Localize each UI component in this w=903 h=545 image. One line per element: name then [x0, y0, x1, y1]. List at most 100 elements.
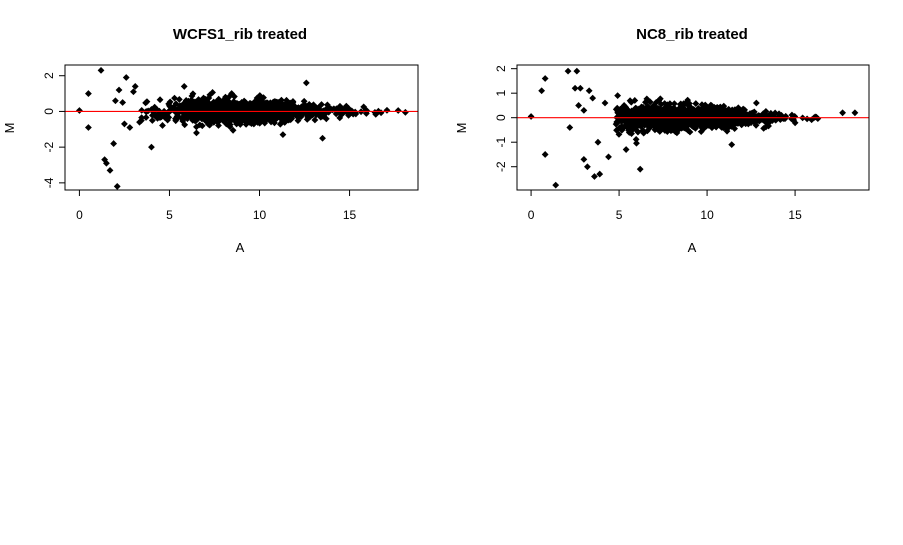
data-point: [767, 109, 775, 117]
data-point: [126, 124, 134, 131]
data-point: [215, 122, 222, 129]
data-point: [172, 100, 180, 108]
data-point: [323, 101, 331, 109]
data-point: [683, 99, 691, 106]
data-point: [314, 104, 322, 112]
data-point: [188, 97, 196, 105]
data-point: [394, 107, 402, 114]
data-point: [622, 146, 630, 153]
data-point: [618, 126, 626, 134]
data-point: [637, 122, 645, 130]
data-point: [341, 106, 348, 114]
data-point: [791, 119, 799, 127]
data-point: [113, 183, 121, 190]
data-point: [705, 105, 713, 113]
data-point: [778, 111, 785, 119]
y-tick-label: 2: [42, 72, 56, 79]
data-point: [660, 122, 668, 129]
data-point: [189, 116, 197, 124]
plot-frame: [64, 64, 419, 191]
data-point: [625, 129, 633, 136]
data-point: [204, 120, 212, 128]
data-point: [137, 117, 145, 124]
data-point: [770, 115, 778, 123]
data-point: [697, 123, 705, 131]
data-point: [225, 112, 232, 120]
data-point: [661, 117, 668, 125]
data-point: [788, 111, 796, 119]
data-point: [723, 112, 731, 120]
data-point: [771, 109, 779, 117]
data-point: [274, 99, 282, 106]
data-point: [541, 75, 549, 82]
data-point: [230, 111, 238, 119]
data-point: [318, 101, 325, 108]
data-point: [686, 111, 694, 119]
data-point: [278, 119, 286, 126]
data-point: [193, 129, 200, 137]
data-point: [190, 98, 198, 106]
y-tick-label: 0: [42, 108, 56, 115]
data-point: [300, 97, 308, 105]
y-tick-label: 1: [494, 90, 508, 97]
x-tick-label: 5: [616, 208, 623, 222]
data-point: [136, 118, 143, 126]
data-point: [283, 96, 290, 104]
data-point: [181, 121, 189, 129]
data-point: [717, 122, 725, 130]
data-point: [657, 100, 665, 108]
y-axis: -2 -1 0 1 2: [494, 65, 518, 172]
data-point: [839, 109, 846, 117]
data-point: [183, 106, 191, 114]
data-point: [302, 79, 310, 87]
data-point: [198, 100, 206, 108]
x-axis: 0 5 10 15: [76, 189, 357, 222]
data-point: [85, 90, 92, 97]
data-point: [189, 90, 197, 98]
y-axis: -4 -2 0 2: [42, 72, 66, 188]
data-point: [737, 111, 745, 119]
data-point: [279, 107, 287, 114]
data-point: [591, 173, 598, 180]
chart-title: WCFS1_rib treated: [173, 26, 307, 43]
data-point: [97, 66, 105, 74]
data-point: [737, 119, 745, 127]
x-tick-label: 5: [166, 208, 173, 222]
data-point: [308, 108, 316, 116]
data-point: [76, 107, 83, 114]
data-point: [265, 111, 273, 119]
data-point: [223, 104, 230, 112]
data-point: [193, 123, 200, 131]
data-point: [230, 101, 237, 109]
y-tick-label: -2: [494, 161, 508, 172]
data-point: [217, 99, 225, 107]
data-point: [594, 138, 602, 146]
plot-frame: [516, 64, 870, 191]
data-point: [765, 119, 773, 127]
data-point: [673, 126, 680, 134]
data-point: [640, 129, 648, 137]
data-point: [371, 108, 379, 116]
data-point: [851, 109, 859, 117]
data-point: [156, 96, 164, 104]
data-point: [601, 99, 609, 107]
data-point: [401, 108, 409, 116]
x-tick-label: 10: [700, 208, 714, 222]
data-point: [762, 118, 770, 126]
data-point: [284, 108, 292, 116]
data-point: [571, 84, 579, 92]
data-point: [762, 123, 770, 131]
data-point: [258, 99, 265, 107]
data-point: [651, 126, 659, 134]
data-point: [552, 181, 560, 189]
data-point: [185, 97, 192, 105]
data-point: [585, 87, 593, 95]
data-point: [226, 93, 233, 100]
data-points: [527, 67, 859, 189]
data-point: [209, 89, 216, 96]
data-point: [153, 106, 161, 114]
data-point: [580, 155, 588, 163]
data-point: [244, 112, 252, 120]
data-point: [666, 100, 674, 108]
x-tick-label: 10: [253, 208, 267, 222]
